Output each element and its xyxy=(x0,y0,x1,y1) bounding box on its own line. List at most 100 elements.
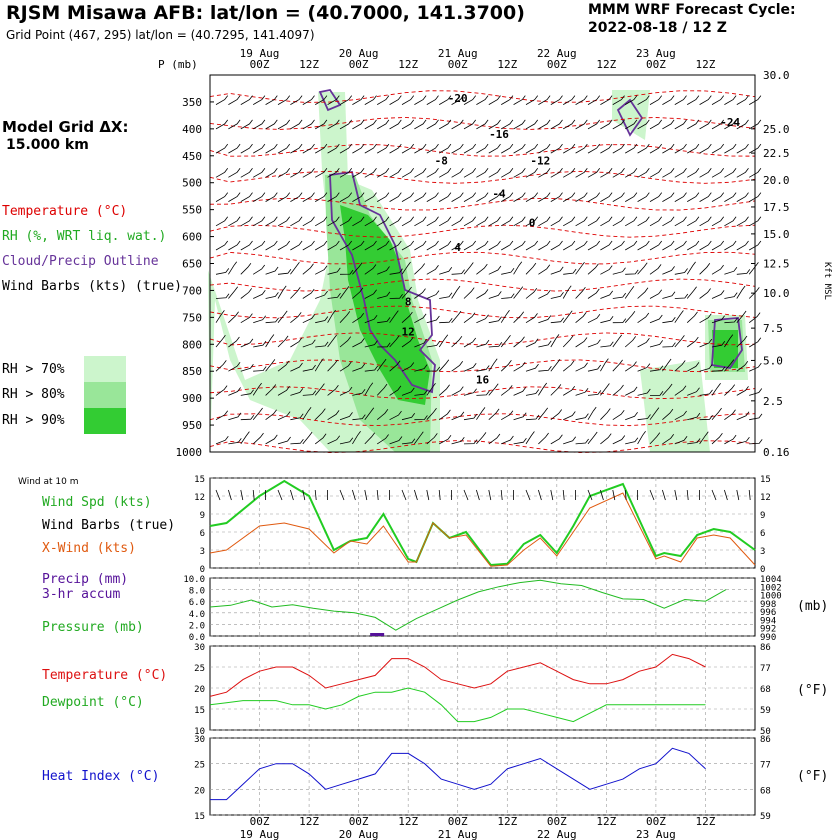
wind-barb xyxy=(327,240,340,251)
wind-barb xyxy=(451,168,464,178)
wind-barb xyxy=(625,269,639,275)
wind-barb xyxy=(376,409,389,421)
wind-barb xyxy=(563,436,577,445)
wind-barb xyxy=(439,267,453,275)
wind-barb xyxy=(674,192,687,202)
wind-barb xyxy=(352,287,364,299)
wind-barb xyxy=(662,168,675,178)
wind-barb xyxy=(476,95,489,105)
wind-barb xyxy=(612,409,625,421)
wind-barb xyxy=(290,262,300,275)
wind-barb xyxy=(302,390,317,396)
temperature-contour-0 xyxy=(209,90,756,103)
wind-barb xyxy=(302,119,315,130)
wind-barb xyxy=(302,314,316,324)
wind-barb xyxy=(215,335,226,348)
wind-barb xyxy=(253,340,267,348)
top-time-tick: 12Z xyxy=(299,58,319,71)
wind-barb xyxy=(377,266,390,275)
wind-barb xyxy=(377,168,390,178)
wind-barb xyxy=(749,95,762,105)
temperature-contour-7 xyxy=(209,278,756,292)
series-heatindex xyxy=(210,747,706,801)
wind-barb xyxy=(600,240,613,251)
temperature-contour-6 xyxy=(209,251,756,265)
wind-barb xyxy=(327,168,340,178)
surface-wind-barb xyxy=(612,489,616,501)
wind-barb xyxy=(687,387,700,396)
temperature-label: 8 xyxy=(405,296,412,309)
wind-barb xyxy=(401,261,411,275)
wind-barb xyxy=(364,314,378,324)
wind-barb xyxy=(315,95,328,105)
pressure-frame xyxy=(209,577,756,637)
wind-barb xyxy=(426,143,439,154)
wind-barb xyxy=(500,360,512,372)
wind-barb xyxy=(290,168,303,178)
series-xwind xyxy=(209,492,756,567)
temperature-label: -8 xyxy=(435,154,448,167)
wind-barb xyxy=(736,360,749,372)
wind-barb xyxy=(488,316,502,324)
wind-barb xyxy=(315,316,329,324)
wind-barb xyxy=(662,408,674,421)
wind-barb xyxy=(749,119,762,130)
bottom-time-tick: 12Z xyxy=(299,815,319,828)
wind-barb xyxy=(749,439,763,445)
wind-barb xyxy=(488,342,503,348)
wind-barb xyxy=(625,119,638,130)
wind-barb xyxy=(513,143,526,154)
wind-barb xyxy=(377,143,390,154)
legend-heatindex: Heat Index (°C) xyxy=(42,769,159,784)
wind-barb xyxy=(302,216,315,227)
wind-barb xyxy=(290,119,303,130)
surface-wind-barb xyxy=(600,489,604,501)
wind-barb xyxy=(662,240,675,251)
wind-barb xyxy=(463,95,477,105)
temperature-label: 4 xyxy=(454,241,461,254)
wind-barb xyxy=(637,287,649,299)
wind-barb xyxy=(563,268,577,275)
temperature-contour-12 xyxy=(209,413,756,427)
wind-barb xyxy=(352,414,366,421)
wind-barb xyxy=(265,192,278,202)
surface-wind-barb xyxy=(587,489,593,501)
wind-barb xyxy=(612,95,625,105)
wind-barb xyxy=(600,383,610,396)
wind-barb xyxy=(389,143,402,154)
wind-barb xyxy=(339,143,353,154)
wind-barb xyxy=(228,240,241,251)
wind-barb xyxy=(538,340,552,348)
wind-barb xyxy=(476,263,488,275)
wind-barb xyxy=(612,143,625,154)
legend-rh90: RH > 90% xyxy=(2,413,65,428)
surface-wind-barb xyxy=(525,489,531,501)
y-tick: 0 xyxy=(200,565,205,575)
kft-tick: 15.0 xyxy=(763,228,790,241)
legend-precip-accum: 3-hr accum xyxy=(42,587,120,602)
top-time-tick: 00Z xyxy=(349,58,369,71)
wind-barb xyxy=(587,143,601,154)
wind-barb xyxy=(500,385,513,396)
right-tick: 50 xyxy=(760,727,771,737)
wind-barb xyxy=(525,338,539,348)
wind-barb xyxy=(538,119,551,130)
temperature-contour-9 xyxy=(209,332,756,346)
wind-barb xyxy=(488,119,501,130)
wind-barb xyxy=(501,240,514,251)
wind-barb xyxy=(649,216,663,227)
right-tick: 15 xyxy=(760,475,771,485)
wind-barb xyxy=(463,119,477,130)
surface-wind-barb xyxy=(228,489,232,501)
wind-barb xyxy=(339,336,352,348)
wind-barb xyxy=(302,263,314,275)
wind-barb xyxy=(687,95,700,105)
legend-rh80: RH > 80% xyxy=(2,387,65,402)
wind-barb xyxy=(674,410,687,421)
wind-barb xyxy=(414,168,427,178)
wind-barb xyxy=(488,216,501,227)
wind-barb xyxy=(575,192,588,202)
wind-barb xyxy=(426,119,439,130)
wind-barb xyxy=(525,143,539,154)
wind-barb xyxy=(426,433,438,445)
